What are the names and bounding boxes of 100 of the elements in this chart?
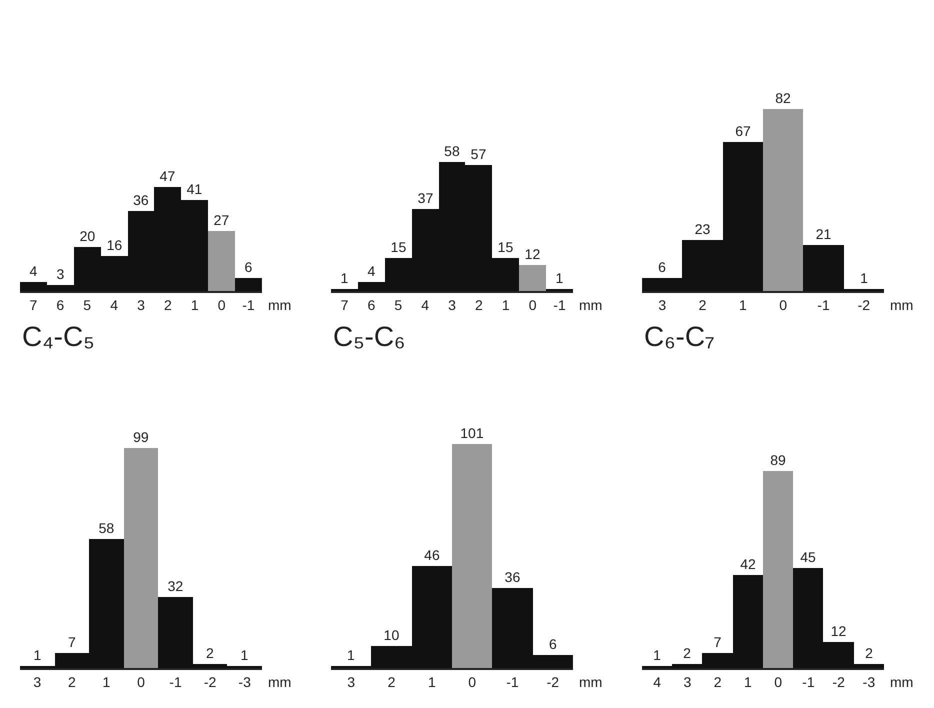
x-tick-label: 0	[528, 297, 537, 313]
x-tick-label: -1	[802, 674, 815, 690]
data-label: 46	[424, 546, 440, 563]
x-tick-label: 2	[714, 674, 722, 690]
x-tick-label: 3	[137, 297, 146, 313]
x-tick-label: 5	[394, 297, 402, 313]
data-label: 2	[206, 644, 214, 661]
data-label: 6	[244, 259, 252, 275]
data-label: 1	[347, 646, 356, 663]
chart-title: C₅-C₆	[333, 321, 406, 352]
x-axis-title: mm	[268, 674, 292, 690]
x-tick-label: -1	[506, 674, 519, 690]
data-label: 101	[460, 424, 484, 441]
x-tick-label: -1	[553, 297, 566, 313]
x-tick-label: 4	[110, 297, 118, 313]
x-tick-label: 2	[474, 297, 483, 313]
data-label: 89	[770, 452, 786, 468]
data-label: 1	[240, 646, 248, 663]
data-label: 7	[714, 634, 722, 650]
x-tick-label: 1	[744, 674, 752, 690]
x-tick-label: 1	[428, 674, 436, 690]
x-tick-label: 2	[698, 297, 707, 313]
chart-title: C₆-C₇	[644, 321, 715, 352]
x-tick-label: -2	[204, 674, 217, 690]
data-label: 12	[524, 246, 540, 262]
data-label: 6	[549, 636, 558, 652]
data-label: 45	[800, 548, 816, 565]
data-label: 15	[390, 239, 406, 255]
bar	[763, 470, 794, 668]
x-tick-label: 3	[33, 674, 42, 690]
data-label: 37	[418, 190, 434, 206]
data-label: 67	[735, 123, 751, 139]
data-label: 58	[444, 143, 460, 159]
bar	[235, 278, 262, 291]
data-label: 82	[775, 90, 791, 106]
data-label: 21	[816, 226, 832, 242]
x-axis-title: mm	[268, 297, 292, 313]
data-label: 99	[133, 428, 149, 445]
data-label: 1	[340, 270, 349, 286]
data-label: 1	[34, 646, 42, 663]
bar	[763, 109, 804, 291]
data-label: 41	[186, 181, 202, 197]
data-label: 1	[556, 270, 564, 286]
x-tick-label: 3	[658, 297, 666, 313]
data-label: 23	[694, 221, 710, 237]
data-label: 2	[865, 644, 874, 661]
data-label: 1	[860, 270, 868, 286]
x-tick-label: 3	[684, 674, 692, 690]
data-label: 47	[160, 168, 176, 184]
x-tick-label: 3	[448, 297, 456, 313]
data-label: 42	[740, 556, 756, 572]
bar	[208, 231, 235, 291]
x-tick-label: 5	[83, 297, 92, 313]
x-tick-label: -1	[169, 674, 182, 690]
data-label: 10	[384, 626, 400, 643]
data-label: 36	[504, 568, 520, 585]
data-label: 20	[80, 228, 96, 244]
x-tick-label: -2	[858, 297, 870, 313]
data-label: 6	[658, 259, 666, 275]
x-tick-label: 1	[738, 297, 747, 313]
x-tick-label: 2	[68, 674, 76, 690]
x-axis-title: mm	[579, 674, 602, 690]
data-label: 1	[653, 646, 662, 663]
data-label: 4	[368, 263, 376, 279]
x-axis-title: mm	[579, 297, 602, 313]
x-tick-label: -2	[832, 674, 846, 690]
data-label: 12	[830, 622, 846, 639]
x-tick-label: -1	[817, 297, 830, 313]
data-label: 15	[498, 239, 514, 255]
bar	[124, 448, 158, 668]
data-label: 16	[106, 237, 122, 253]
x-tick-label: 0	[779, 297, 788, 313]
data-label: 32	[168, 578, 184, 594]
data-label: 27	[214, 212, 230, 228]
x-tick-label: 0	[137, 674, 146, 690]
data-label: 4	[30, 263, 38, 279]
x-axis-title: mm	[890, 674, 914, 690]
x-tick-label: -2	[546, 674, 560, 690]
data-label: 2	[683, 644, 692, 661]
x-tick-label: 4	[653, 674, 662, 690]
bar	[519, 265, 546, 291]
x-tick-label: 3	[347, 674, 356, 690]
data-label: 57	[470, 146, 486, 162]
x-tick-label: 6	[367, 297, 376, 313]
chart-title: C₄-C₅	[22, 321, 94, 352]
x-tick-label: 7	[340, 297, 349, 313]
data-label: 36	[133, 192, 149, 208]
data-label: 58	[98, 520, 114, 536]
x-tick-label: 6	[56, 297, 64, 313]
x-axis-title: mm	[890, 297, 914, 313]
x-tick-label: 1	[102, 674, 110, 690]
x-tick-label: 1	[190, 297, 199, 313]
x-tick-label: 1	[502, 297, 510, 313]
x-tick-label: 2	[164, 297, 172, 313]
x-tick-label: 2	[388, 674, 396, 690]
x-tick-label: 0	[468, 674, 476, 690]
bar	[452, 444, 492, 668]
x-tick-label: 7	[30, 297, 38, 313]
data-label: 3	[56, 266, 64, 282]
x-tick-label: 0	[218, 297, 226, 313]
